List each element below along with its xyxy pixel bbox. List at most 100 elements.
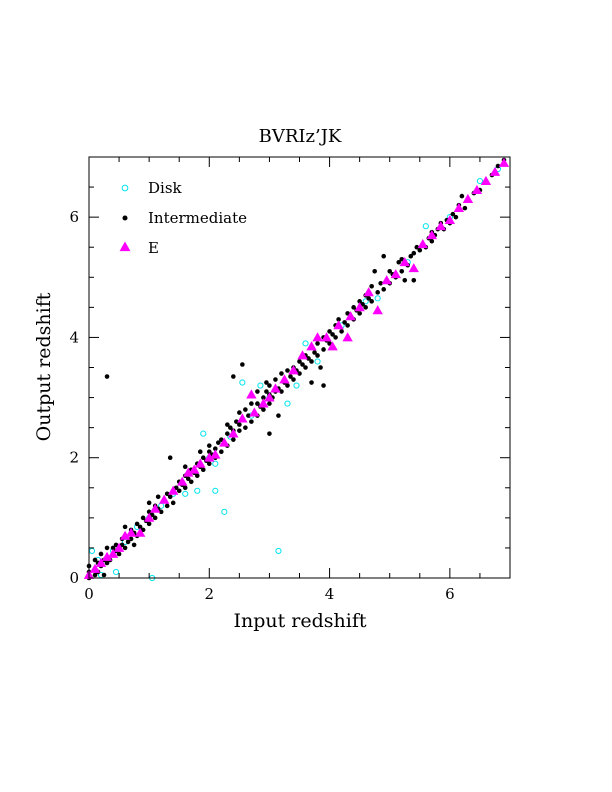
intermediate-point [122, 524, 128, 530]
intermediate-point [363, 305, 368, 310]
y-tick-label: 6 [69, 208, 79, 226]
y-tick-label: 0 [69, 569, 79, 587]
intermediate-point [459, 193, 465, 199]
intermediate-point [200, 467, 206, 473]
e-point [498, 157, 510, 167]
e-point [444, 214, 456, 225]
intermediate-point [98, 551, 104, 557]
intermediate-point [336, 317, 341, 322]
intermediate-point [158, 509, 164, 515]
intermediate-point [414, 244, 420, 250]
intermediate-point [92, 572, 98, 578]
y-tick-label: 2 [69, 449, 79, 467]
intermediate-point [297, 371, 302, 376]
disk-point [212, 460, 219, 467]
e-point [177, 476, 188, 486]
intermediate-point [495, 163, 501, 169]
intermediate-point [318, 365, 323, 370]
disk-point [362, 298, 369, 305]
intermediate-point [237, 410, 242, 415]
intermediate-point [303, 365, 308, 370]
e-point [143, 512, 155, 522]
intermediate-point [231, 437, 236, 442]
intermediate-point [182, 485, 188, 491]
intermediate-point [194, 473, 200, 479]
intermediate-point [104, 560, 110, 566]
e-point [113, 542, 125, 552]
intermediate-point [342, 320, 347, 325]
intermediate-point [369, 299, 374, 304]
e-point [390, 269, 401, 279]
intermediate-point [306, 356, 311, 361]
e-point [89, 563, 101, 573]
e-point [327, 341, 338, 351]
intermediate-point [219, 449, 224, 455]
intermediate-point [243, 407, 248, 412]
intermediate-point [402, 277, 408, 283]
disk-point [275, 547, 282, 555]
intermediate-point [216, 440, 221, 445]
intermediate-point [234, 419, 239, 424]
intermediate-point [330, 332, 335, 337]
intermediate-point [200, 455, 206, 461]
e-point [183, 467, 194, 477]
intermediate-point [396, 259, 402, 265]
intermediate-point [288, 374, 293, 379]
legend-marker-disk [121, 184, 129, 192]
intermediate-point [134, 521, 140, 527]
e-point [489, 166, 501, 176]
intermediate-point [315, 353, 320, 358]
intermediate-point [104, 374, 110, 379]
legend-label-disk: Disk [148, 179, 183, 197]
e-point [321, 332, 332, 342]
intermediate-point [125, 539, 131, 545]
intermediate-point [264, 389, 269, 394]
e-point [381, 275, 392, 285]
intermediate-point [276, 413, 281, 418]
intermediate-point [206, 449, 212, 455]
intermediate-point [300, 362, 305, 367]
intermediate-point [285, 368, 290, 373]
e-point [210, 449, 221, 459]
e-point [453, 202, 465, 213]
intermediate-point [231, 374, 236, 379]
x-axis-label: Input redshift [233, 610, 366, 632]
intermediate-point [146, 521, 152, 527]
intermediate-point [339, 329, 344, 334]
disk-point [422, 223, 429, 230]
intermediate-point [146, 509, 152, 515]
intermediate-point [429, 238, 435, 244]
intermediate-point [345, 323, 350, 328]
intermediate-point [453, 214, 459, 220]
intermediate-point [249, 419, 254, 424]
intermediate-point [167, 455, 173, 461]
chart-title: BVRIz’JK [259, 126, 342, 147]
disk-point [212, 487, 219, 494]
intermediate-point [110, 545, 116, 551]
e-point [288, 365, 299, 375]
intermediate-point [264, 380, 269, 385]
intermediate-point [279, 389, 284, 394]
intermediate-point [164, 491, 170, 497]
e-point [342, 332, 353, 342]
intermediate-point [206, 461, 212, 467]
e-point [168, 485, 179, 495]
intermediate-point [366, 296, 371, 301]
disk-point [200, 430, 207, 437]
y-axis-label: Output redshift [33, 292, 55, 441]
intermediate-point [462, 205, 468, 211]
intermediate-point [291, 377, 296, 382]
intermediate-point [246, 413, 251, 418]
disk-point [476, 177, 484, 185]
e-point [219, 437, 230, 447]
intermediate-point [312, 350, 317, 355]
intermediate-point [267, 431, 272, 436]
intermediate-point [267, 401, 272, 406]
e-point [95, 557, 107, 567]
e-point [249, 407, 260, 417]
intermediate-point [279, 371, 284, 376]
intermediate-point [255, 401, 260, 406]
intermediate-point [261, 395, 266, 400]
e-point [119, 530, 131, 540]
intermediate-point [387, 268, 393, 274]
